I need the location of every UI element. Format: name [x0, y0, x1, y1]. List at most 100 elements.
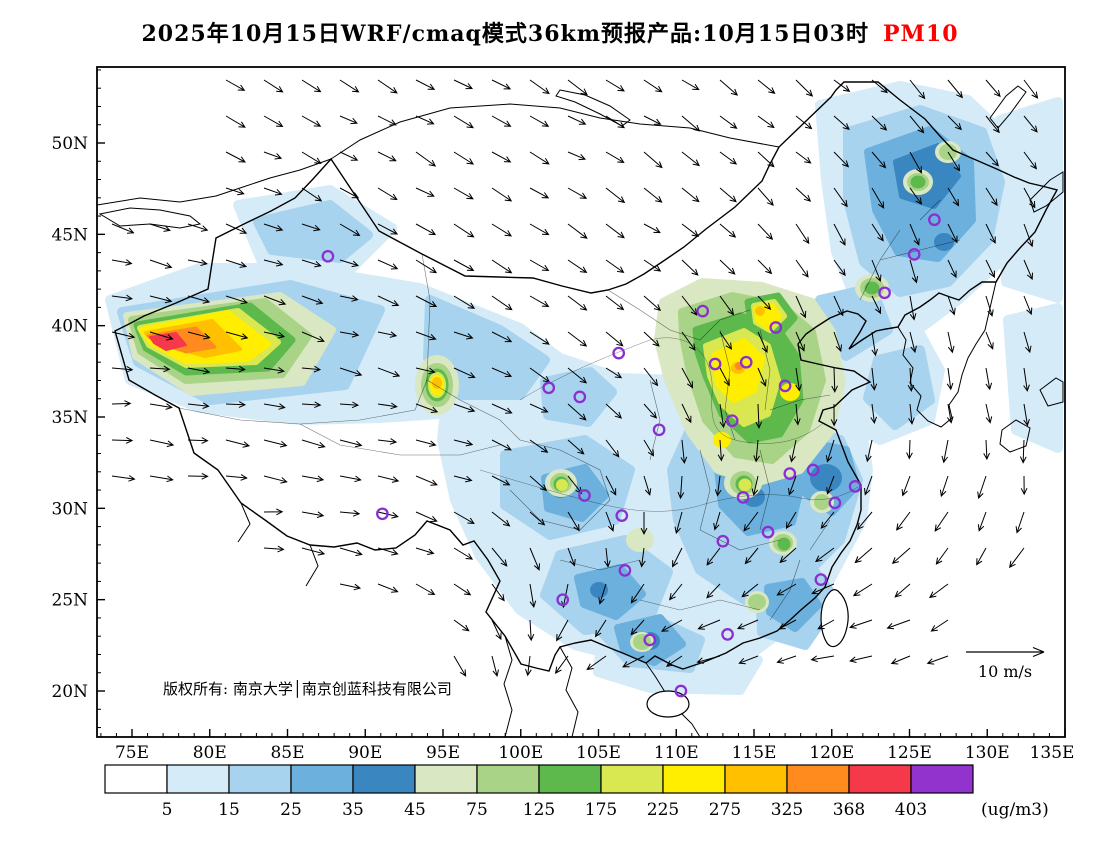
wind-arrow [738, 655, 759, 665]
wind-arrow [697, 619, 721, 630]
wind-arrow [339, 583, 362, 591]
wind-arrow [567, 403, 587, 421]
wind-arrow [339, 187, 360, 199]
wind-arrow [1023, 151, 1037, 170]
station-marker [814, 573, 828, 586]
colorbar-swatch [662, 764, 726, 794]
wind-arrow [909, 187, 923, 205]
lake-balkhash [98, 207, 202, 229]
wind-arrow [187, 437, 209, 444]
wind-arrow [263, 79, 284, 93]
wind-arrow [795, 187, 812, 202]
wind-arrow [453, 655, 467, 677]
wind-arrow [743, 511, 759, 532]
wind-arrow [681, 403, 692, 424]
wind-arrow [605, 79, 625, 92]
wind-arrow [491, 115, 512, 127]
station-marker [578, 489, 591, 502]
wind-arrow [947, 295, 956, 316]
colorbar-swatch [166, 764, 230, 794]
wind-arrow [985, 187, 998, 207]
wind-arrow [453, 367, 476, 379]
wind-arrow [901, 475, 911, 497]
wind-arrow [567, 439, 585, 455]
wind-arrow [415, 547, 435, 555]
wind-arrow [339, 547, 363, 557]
wind-arrow [795, 79, 814, 97]
wind-arrow [187, 259, 208, 266]
wind-arrow [149, 223, 171, 232]
wind-arrow [744, 547, 759, 565]
wind-arrow [871, 151, 887, 169]
wind-arrow [643, 223, 661, 234]
lon-tick-label: 125E [887, 743, 932, 763]
wind-arrow [890, 655, 911, 665]
wind-arrow [187, 472, 209, 480]
wind-arrow [681, 115, 701, 132]
wind-arrow [377, 151, 397, 162]
colorbar-swatch [848, 764, 912, 794]
wind-arrow [871, 331, 878, 357]
wind-arrow [377, 367, 401, 378]
wind-arrow [453, 223, 475, 238]
wind-arrow [605, 511, 615, 532]
wind-arrow [111, 437, 134, 444]
wind-arrow [849, 655, 873, 663]
station-marker [674, 684, 688, 698]
wind-arrow [757, 223, 774, 241]
title-text: 2025年10月15日WRF/cmaq模式36km预报产品:10月15日03时 [141, 21, 869, 47]
colorbar-swatch [600, 764, 664, 794]
wind-arrow [719, 115, 738, 129]
wind-arrow [865, 439, 873, 463]
colorbar-swatch [104, 764, 168, 794]
wind-arrow [856, 511, 873, 531]
colorbar-tick-label: 5 [162, 800, 173, 820]
wind-arrow [377, 115, 397, 126]
contour-level-368-403 [149, 332, 187, 351]
wind-arrow [594, 619, 607, 638]
colorbar-tick-label: 175 [585, 800, 617, 820]
station-marker [696, 304, 710, 318]
wind-arrow [225, 365, 246, 373]
wind-arrow [681, 331, 696, 351]
station-marker [928, 213, 941, 227]
wind-arrow [977, 511, 987, 532]
wind-arrow [719, 223, 737, 238]
lon-tick-label: 90E [348, 743, 382, 763]
wind-arrow [736, 619, 759, 630]
wind-arrow [831, 367, 838, 393]
wind-arrow [567, 331, 588, 347]
wind-arrow [491, 583, 505, 602]
wind-arrow [529, 223, 550, 236]
station-marker [725, 414, 739, 428]
wind-arrow [909, 295, 917, 321]
lon-tick-label: 95E [426, 743, 460, 763]
wind-arrow [776, 583, 797, 596]
wind-arrow [1023, 187, 1036, 209]
lat-tick-label: 30N [51, 499, 88, 519]
wind-arrow [643, 439, 655, 457]
wind-arrow [907, 367, 915, 393]
lat-tick-label: 25N [51, 591, 88, 611]
wind-arrow [149, 295, 173, 304]
lat-axis: 50N 45N 40N 35N 30N 25N 20N [51, 69, 105, 729]
wind-arrow [894, 583, 911, 598]
province-boundaries [178, 199, 961, 621]
wind-arrow [1020, 475, 1028, 496]
wind-arrow [567, 259, 588, 274]
wind-arrow [415, 259, 438, 274]
colorbar-tick-label: 325 [771, 800, 803, 820]
lon-axis: 75E 80E 85E 90E 95E 100E 105E 110E 115E 120E 125E 1… [100, 729, 1074, 763]
wind-arrow [529, 403, 549, 413]
station-marker [376, 507, 389, 521]
lon-tick-label: 80E [193, 743, 227, 763]
mongolia-russia-border [330, 103, 780, 160]
title-pollutant: PM10 [883, 21, 959, 47]
wind-arrow [453, 331, 474, 340]
wind-arrow [525, 655, 532, 677]
wind-arrow [225, 474, 248, 481]
wind-arrow [377, 295, 400, 307]
colorbar-swatch [290, 764, 354, 794]
wind-arrow [339, 259, 360, 268]
wind-arrow [871, 187, 885, 209]
